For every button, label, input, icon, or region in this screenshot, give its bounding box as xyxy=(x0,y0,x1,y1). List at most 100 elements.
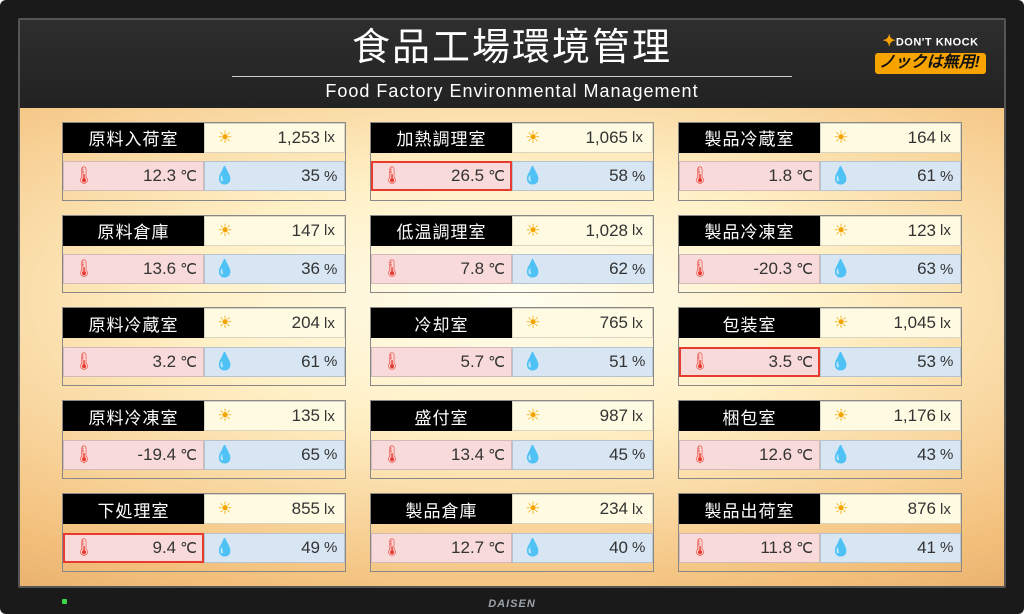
temp-unit: ℃ xyxy=(486,353,505,371)
temp-unit: ℃ xyxy=(794,167,813,185)
droplet-icon: 💧 xyxy=(827,259,855,279)
room-name: 原料倉庫 xyxy=(63,216,204,246)
temp-cell: 🌡3.2℃ xyxy=(63,347,204,377)
room-card: 製品冷蔵室☀164lx🌡1.8℃💧61% xyxy=(678,122,962,201)
lux-value: 1,253 xyxy=(239,128,322,148)
thermometer-icon: 🌡 xyxy=(686,445,714,465)
lux-unit: lx xyxy=(938,315,954,332)
temp-value: 12.3 xyxy=(98,166,178,186)
humidity-value: 62 xyxy=(547,259,630,279)
humidity-cell: 💧58% xyxy=(512,161,653,191)
temp-unit: ℃ xyxy=(794,539,813,557)
room-card: 低温調理室☀1,028lx🌡7.8℃💧62% xyxy=(370,215,654,294)
room-card: 原料冷凍室☀135lx🌡-19.4℃💧65% xyxy=(62,400,346,479)
temp-unit: ℃ xyxy=(178,446,197,464)
logo: ✦DON'T KNOCK ノックは無用! xyxy=(875,34,986,74)
temp-cell: 🌡1.8℃ xyxy=(679,161,820,191)
humidity-unit: % xyxy=(322,446,338,463)
humidity-unit: % xyxy=(322,539,338,556)
lux-value: 204 xyxy=(239,313,322,333)
lux-cell: ☀234lx xyxy=(512,494,653,524)
temp-cell: 🌡-20.3℃ xyxy=(679,254,820,284)
humidity-value: 36 xyxy=(239,259,322,279)
humidity-value: 43 xyxy=(855,445,938,465)
temp-cell: 🌡13.4℃ xyxy=(371,440,512,470)
lux-value: 147 xyxy=(239,221,322,241)
humidity-value: 61 xyxy=(855,166,938,186)
humidity-value: 65 xyxy=(239,445,322,465)
lux-value: 135 xyxy=(239,406,322,426)
sun-icon: ☀ xyxy=(827,406,855,426)
droplet-icon: 💧 xyxy=(211,538,239,558)
temp-value: 11.8 xyxy=(714,538,794,558)
humidity-unit: % xyxy=(938,168,954,185)
temp-cell: 🌡26.5℃ xyxy=(371,161,512,191)
sun-icon: ☀ xyxy=(519,313,547,333)
thermometer-icon: 🌡 xyxy=(70,538,98,558)
lux-value: 1,045 xyxy=(855,313,938,333)
temp-unit: ℃ xyxy=(178,353,197,371)
temp-value: 5.7 xyxy=(406,352,486,372)
humidity-unit: % xyxy=(938,446,954,463)
temp-unit: ℃ xyxy=(486,446,505,464)
humidity-cell: 💧65% xyxy=(204,440,345,470)
thermometer-icon: 🌡 xyxy=(686,352,714,372)
temp-cell: 🌡3.5℃ xyxy=(679,347,820,377)
temp-unit: ℃ xyxy=(178,539,197,557)
monitor-brand: DAISEN xyxy=(0,598,1024,610)
thermometer-icon: 🌡 xyxy=(70,352,98,372)
humidity-unit: % xyxy=(322,168,338,185)
lux-cell: ☀876lx xyxy=(820,494,961,524)
humidity-value: 40 xyxy=(547,538,630,558)
lux-unit: lx xyxy=(322,408,338,425)
title-japanese: 食品工場環境管理 xyxy=(20,28,1004,70)
droplet-icon: 💧 xyxy=(827,445,855,465)
room-name: 製品倉庫 xyxy=(371,494,512,524)
humidity-cell: 💧35% xyxy=(204,161,345,191)
lux-cell: ☀987lx xyxy=(512,401,653,431)
room-name: 製品冷凍室 xyxy=(679,216,820,246)
droplet-icon: 💧 xyxy=(827,166,855,186)
droplet-icon: 💧 xyxy=(211,445,239,465)
temp-cell: 🌡13.6℃ xyxy=(63,254,204,284)
room-name: 加熱調理室 xyxy=(371,123,512,153)
temp-value: 26.5 xyxy=(406,166,486,186)
lux-value: 1,176 xyxy=(855,406,938,426)
lux-value: 123 xyxy=(855,221,938,241)
room-card: 製品冷凍室☀123lx🌡-20.3℃💧63% xyxy=(678,215,962,294)
droplet-icon: 💧 xyxy=(211,166,239,186)
temp-value: 3.5 xyxy=(714,352,794,372)
lux-value: 876 xyxy=(855,499,938,519)
room-card: 包装室 ☀1,045lx 🌡3.5℃💧53% xyxy=(678,307,962,386)
humidity-unit: % xyxy=(322,353,338,370)
title-english: Food Factory Environmental Management xyxy=(20,81,1004,102)
lux-value: 765 xyxy=(547,313,630,333)
humidity-value: 53 xyxy=(855,352,938,372)
lux-unit: lx xyxy=(630,501,646,518)
thermometer-icon: 🌡 xyxy=(686,166,714,186)
temp-value: 1.8 xyxy=(714,166,794,186)
humidity-unit: % xyxy=(938,353,954,370)
room-name: 冷却室 xyxy=(371,308,512,338)
sun-icon: ☀ xyxy=(211,406,239,426)
droplet-icon: 💧 xyxy=(519,166,547,186)
temp-cell: 🌡12.7℃ xyxy=(371,533,512,563)
lux-cell: ☀1,176lx xyxy=(820,401,961,431)
humidity-unit: % xyxy=(322,261,338,278)
humidity-unit: % xyxy=(630,446,646,463)
room-name: 包装室 xyxy=(679,308,820,338)
sun-icon: ☀ xyxy=(827,313,855,333)
thermometer-icon: 🌡 xyxy=(686,538,714,558)
droplet-icon: 💧 xyxy=(519,352,547,372)
lux-cell: ☀1,028lx xyxy=(512,216,653,246)
room-name: 盛付室 xyxy=(371,401,512,431)
temp-value: -19.4 xyxy=(98,445,178,465)
temp-value: 9.4 xyxy=(98,538,178,558)
thermometer-icon: 🌡 xyxy=(378,259,406,279)
logo-bottom-text: ノックは無用! xyxy=(875,53,986,74)
humidity-cell: 💧53% xyxy=(820,347,961,377)
lux-cell: ☀204lx xyxy=(204,308,345,338)
sun-icon: ☀ xyxy=(519,128,547,148)
lux-unit: lx xyxy=(938,222,954,239)
lux-unit: lx xyxy=(322,315,338,332)
